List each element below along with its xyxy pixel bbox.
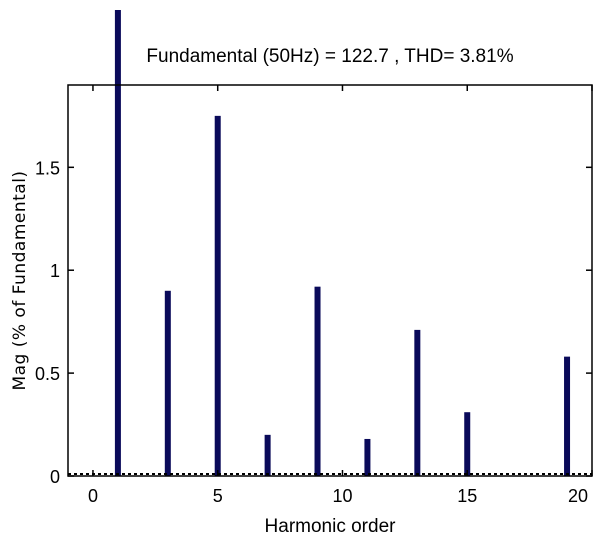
x-tick-label: 0 — [88, 486, 98, 506]
bar-harmonic-9 — [314, 286, 321, 476]
y-tick-label: 0 — [50, 467, 60, 487]
y-tick-label: 1 — [50, 261, 60, 281]
ticks-layer: 0 5 10 15 20 0 0.5 1 1.5 — [35, 85, 593, 506]
x-tick-label: 20 — [568, 486, 588, 506]
plot-area — [68, 85, 592, 476]
x-tick-label: 10 — [332, 486, 352, 506]
bar-harmonic-19 — [564, 356, 571, 476]
bar-harmonic-1 — [114, 10, 121, 476]
bar-harmonic-5 — [214, 115, 221, 477]
y-axis-label: Mag (% of Fundamental) — [10, 170, 30, 390]
x-axis-label: Harmonic order — [265, 516, 397, 537]
x-tick-label: 5 — [213, 486, 223, 506]
plot-frame — [67, 84, 593, 477]
chart-title: Fundamental (50Hz) = 122.7 , THD= 3.81% — [146, 46, 513, 67]
bar-harmonic-3 — [164, 290, 171, 476]
bar-harmonic-15 — [464, 412, 471, 476]
bars-layer — [114, 10, 571, 477]
y-tick-label: 1.5 — [35, 158, 60, 178]
bar-harmonic-13 — [414, 329, 421, 476]
bar-harmonic-11 — [364, 438, 371, 476]
x-tick-label: 15 — [457, 486, 477, 506]
bar-harmonic-7 — [264, 434, 271, 476]
y-tick-label: 0.5 — [35, 364, 60, 384]
